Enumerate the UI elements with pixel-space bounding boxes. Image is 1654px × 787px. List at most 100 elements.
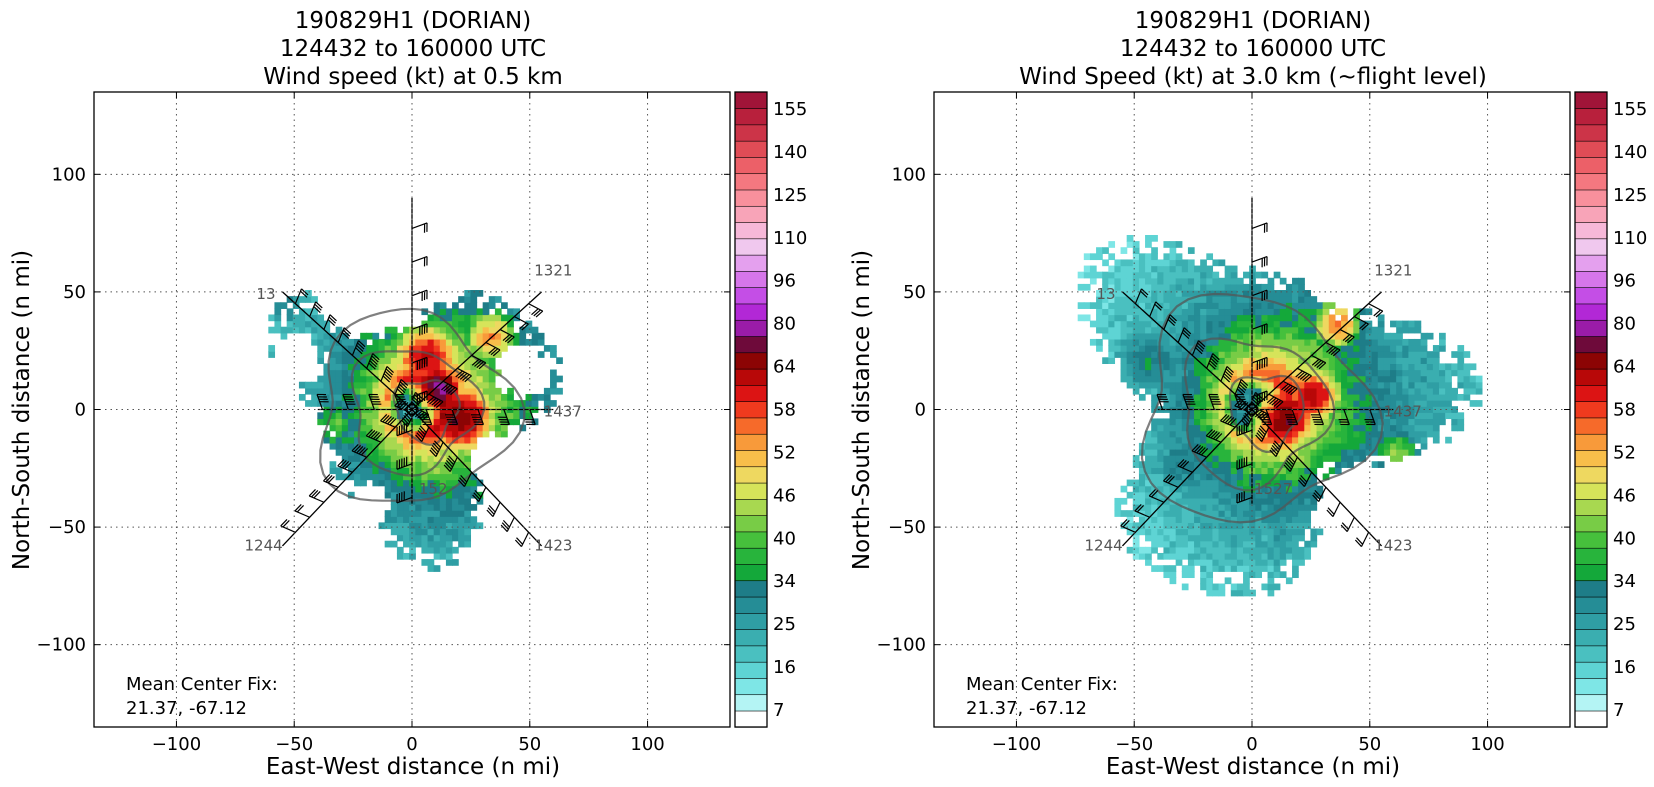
wind-cell: [1157, 381, 1165, 389]
y-tick-label: −50: [888, 517, 926, 538]
wind-cell: [1175, 424, 1183, 432]
wind-cell: [1236, 412, 1244, 420]
wind-cell: [1200, 357, 1207, 365]
wind-cell: [1341, 449, 1348, 456]
wind-cell: [1445, 363, 1452, 371]
wind-cell: [1169, 351, 1177, 358]
wind-cell: [1243, 559, 1250, 566]
wind-cell: [1108, 296, 1116, 303]
wind-cell: [390, 430, 398, 438]
wind-cell: [1243, 577, 1250, 585]
wind-cell: [1157, 345, 1165, 352]
wind-barb: [323, 314, 337, 330]
wind-cell: [1396, 326, 1403, 334]
wind-cell: [427, 320, 435, 328]
wind-cell: [1273, 338, 1281, 346]
wind-cell: [1114, 338, 1122, 346]
wind-cell: [1304, 467, 1312, 475]
wind-cell: [1169, 326, 1177, 334]
wind-cell: [1285, 485, 1293, 493]
wind-cell: [1145, 302, 1152, 309]
wind-cell: [488, 351, 496, 358]
wind-cell: [1273, 485, 1281, 493]
wind-cell: [1230, 546, 1238, 554]
wind-cell: [390, 442, 398, 450]
wind-cell: [1175, 363, 1183, 371]
wind-cell: [1445, 406, 1452, 413]
wind-cell: [1169, 565, 1177, 572]
wind-cell: [1383, 332, 1391, 340]
wind-cell: [1175, 308, 1183, 316]
wind-cell: [360, 467, 367, 475]
wind-cell: [1114, 296, 1122, 303]
wind-cell: [1298, 430, 1305, 438]
wind-cell: [1151, 277, 1158, 285]
wind-cell: [1236, 332, 1244, 340]
wind-cell: [1390, 430, 1397, 438]
wind-cell: [1108, 332, 1116, 340]
wind-cell: [1432, 430, 1440, 438]
wind-cell: [415, 540, 423, 548]
wind-cell: [1298, 369, 1305, 377]
wind-cell: [1353, 345, 1361, 352]
colorbar-swatch: [734, 596, 768, 614]
wind-cell: [1414, 338, 1422, 346]
wind-cell: [1334, 412, 1342, 420]
wind-barb: [1310, 409, 1325, 426]
wind-cell: [1194, 491, 1201, 499]
wind-cell: [445, 522, 453, 530]
wind-cell: [1396, 357, 1403, 365]
wind-cell: [1151, 418, 1158, 426]
wind-cell: [1261, 400, 1269, 407]
wind-cell: [439, 522, 447, 530]
wind-cell: [292, 326, 300, 334]
wind-cell: [1279, 540, 1287, 548]
wind-cell: [1181, 338, 1189, 346]
wind-cell: [409, 510, 416, 517]
wind-cell: [501, 412, 508, 420]
wind-barb: [443, 455, 458, 472]
wind-cell: [1475, 381, 1483, 389]
wind-cell: [550, 381, 557, 389]
wind-cell: [1145, 290, 1152, 297]
wind-cell: [1426, 418, 1434, 426]
wind-barb: [455, 367, 472, 383]
wind-cell: [1181, 320, 1189, 328]
wind-cell: [1414, 326, 1422, 334]
wind-barb: [1177, 459, 1193, 473]
wind-cell: [1175, 326, 1183, 334]
wind-cell: [1377, 351, 1385, 358]
wind-cell: [1236, 290, 1244, 297]
wind-cell: [1163, 345, 1171, 352]
wind-cell: [1157, 430, 1165, 438]
wind-cell: [1200, 559, 1207, 566]
wind-cell: [543, 387, 551, 395]
wind-cell: [1194, 283, 1201, 291]
wind-cell: [421, 400, 429, 407]
wind-cell: [1396, 351, 1403, 358]
wind-cell: [341, 455, 349, 462]
wind-cell: [1463, 369, 1471, 377]
wind-cell: [396, 546, 404, 554]
wind-cell: [1200, 491, 1207, 499]
colorbar-swatch: [1574, 563, 1608, 582]
wind-cell: [1175, 552, 1183, 560]
wind-cell: [1169, 546, 1177, 554]
wind-cell: [323, 375, 331, 383]
wind-cell: [1200, 522, 1207, 530]
panel-right-wind-30km: 190829H1 (DORIAN) 124432 to 160000 UTC W…: [849, 8, 1647, 780]
wind-cell: [1420, 393, 1428, 401]
wind-cell: [1322, 412, 1330, 420]
wind-cell: [1194, 351, 1201, 358]
wind-cell: [556, 387, 563, 395]
wind-cell: [1328, 375, 1336, 383]
wind-cell: [439, 473, 447, 481]
wind-cell: [1316, 308, 1324, 316]
wind-cell: [1279, 479, 1287, 487]
wind-cell: [1169, 473, 1177, 481]
wind-cell: [1341, 461, 1348, 468]
wind-cell: [1445, 387, 1452, 395]
wind-cell: [335, 442, 343, 450]
wind-cell: [1273, 522, 1281, 530]
wind-barb: [337, 459, 353, 473]
